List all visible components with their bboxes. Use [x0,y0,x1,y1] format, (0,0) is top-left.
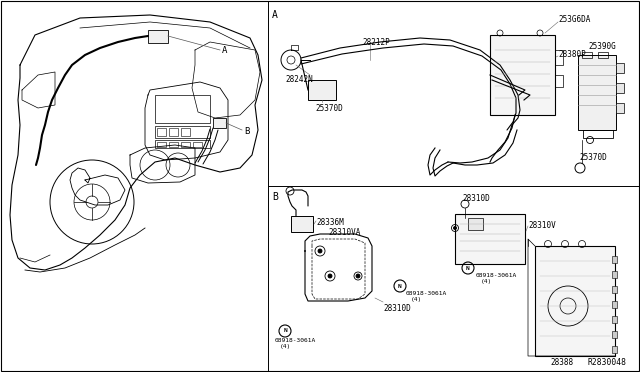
Bar [490,35,555,115]
Bar [612,316,617,323]
Text: 253G6DA: 253G6DA [558,15,590,24]
Bar [612,301,617,308]
Text: (4): (4) [411,297,422,302]
Bar [181,142,190,147]
Text: 28380P: 28380P [558,50,586,59]
Text: 28212P: 28212P [362,38,390,47]
Bar [612,346,617,353]
Text: N: N [398,283,402,289]
Bar [155,126,210,138]
Bar [157,142,166,147]
Text: (4): (4) [481,279,492,284]
Text: 08918-3061A: 08918-3061A [406,291,447,296]
Text: A: A [272,10,278,20]
Bar [169,128,178,136]
Bar [555,50,563,65]
Text: N: N [283,328,287,334]
Bar [612,271,617,278]
Bar [582,52,592,58]
Text: 28242N: 28242N [285,75,313,84]
Text: 28310D: 28310D [383,304,411,313]
Text: B: B [244,127,250,136]
Bar [148,30,168,43]
Bar [455,214,525,264]
Bar [308,80,336,100]
Text: 28310VA: 28310VA [328,228,360,237]
Text: A: A [222,46,227,55]
Text: 08918-3061A: 08918-3061A [275,338,316,343]
Bar [181,128,190,136]
Text: 28388: 28388 [550,358,573,367]
Bar [157,128,166,136]
Bar [612,286,617,293]
Text: 25370D: 25370D [579,153,607,162]
Bar [291,216,313,232]
Text: 28310V: 28310V [528,221,556,230]
Text: 25370D: 25370D [315,104,343,113]
Bar [583,130,613,138]
Bar [616,63,624,73]
Circle shape [328,274,332,278]
Bar [155,140,210,148]
Bar [612,256,617,263]
Bar [555,75,563,87]
Text: 28310D: 28310D [462,194,490,203]
Text: B: B [272,192,278,202]
Bar [213,118,226,128]
Bar [155,95,210,123]
Bar [598,52,608,58]
Circle shape [318,249,322,253]
Bar [616,103,624,113]
Text: R2830048: R2830048 [587,358,626,367]
Bar [169,142,178,147]
Bar [578,55,616,130]
Bar [535,246,615,356]
Circle shape [356,274,360,278]
Text: 08918-3061A: 08918-3061A [476,273,517,278]
Bar [468,218,483,230]
Text: 28336M: 28336M [316,218,344,227]
Bar [612,331,617,338]
Circle shape [454,227,456,230]
Text: N: N [466,266,470,270]
Text: 25390G: 25390G [588,42,616,51]
Bar [616,83,624,93]
Bar [193,142,202,147]
Text: (4): (4) [280,344,291,349]
